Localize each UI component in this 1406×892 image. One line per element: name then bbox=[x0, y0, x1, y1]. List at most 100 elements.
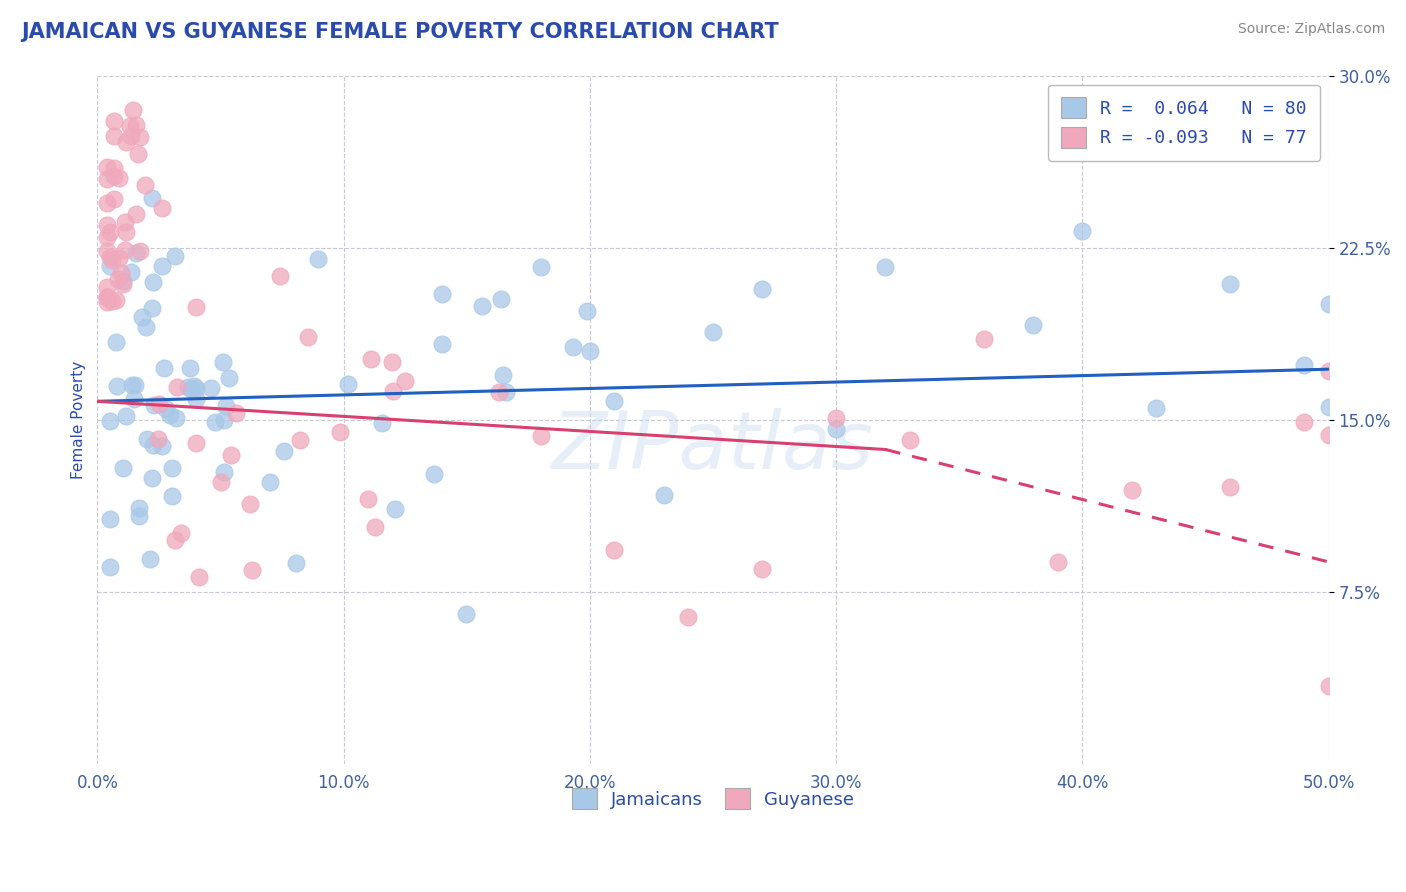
Point bbox=[215, 399, 238, 413]
Point bbox=[214, 465, 236, 479]
Point bbox=[114, 244, 136, 258]
Legend: Jamaicans, Guyanese: Jamaicans, Guyanese bbox=[557, 774, 869, 823]
Point bbox=[575, 304, 598, 318]
Point bbox=[218, 370, 240, 384]
Point bbox=[183, 379, 205, 393]
Point bbox=[139, 552, 162, 566]
Point bbox=[141, 470, 163, 484]
Point bbox=[148, 397, 170, 411]
Point bbox=[1317, 680, 1340, 694]
Point bbox=[103, 192, 125, 206]
Point bbox=[454, 607, 477, 621]
Point bbox=[103, 169, 125, 183]
Point bbox=[118, 119, 141, 133]
Point bbox=[875, 260, 897, 274]
Point bbox=[751, 562, 773, 576]
Point bbox=[394, 374, 416, 388]
Point bbox=[973, 332, 995, 346]
Point bbox=[239, 497, 262, 511]
Point bbox=[430, 336, 453, 351]
Point bbox=[430, 287, 453, 301]
Point bbox=[127, 147, 149, 161]
Point bbox=[166, 380, 188, 394]
Point bbox=[225, 406, 247, 420]
Point bbox=[115, 135, 138, 149]
Point bbox=[1292, 358, 1315, 372]
Point bbox=[96, 279, 118, 293]
Point bbox=[240, 564, 263, 578]
Point bbox=[101, 252, 124, 267]
Point bbox=[125, 118, 148, 132]
Point bbox=[1071, 224, 1094, 238]
Point bbox=[1046, 555, 1069, 569]
Point bbox=[163, 533, 186, 548]
Point bbox=[603, 543, 626, 558]
Point bbox=[107, 271, 129, 285]
Point bbox=[120, 265, 142, 279]
Point bbox=[142, 275, 165, 289]
Point bbox=[678, 610, 700, 624]
Point bbox=[96, 160, 118, 174]
Point bbox=[1121, 483, 1143, 498]
Point bbox=[751, 282, 773, 296]
Point bbox=[150, 201, 173, 215]
Point bbox=[180, 382, 202, 396]
Point bbox=[1292, 416, 1315, 430]
Point bbox=[96, 290, 118, 304]
Point bbox=[96, 290, 118, 304]
Point bbox=[364, 520, 387, 534]
Point bbox=[530, 428, 553, 442]
Point bbox=[652, 488, 675, 502]
Point bbox=[98, 250, 121, 264]
Point bbox=[110, 266, 132, 280]
Point bbox=[150, 260, 173, 274]
Point bbox=[135, 320, 157, 334]
Point bbox=[105, 293, 128, 308]
Point bbox=[160, 489, 183, 503]
Point bbox=[146, 433, 169, 447]
Point bbox=[1219, 480, 1241, 494]
Point bbox=[297, 330, 319, 344]
Point bbox=[103, 161, 125, 175]
Point bbox=[471, 299, 494, 313]
Point bbox=[381, 355, 404, 369]
Point bbox=[165, 411, 187, 425]
Point bbox=[96, 295, 118, 310]
Text: JAMAICAN VS GUYANESE FEMALE POVERTY CORRELATION CHART: JAMAICAN VS GUYANESE FEMALE POVERTY CORR… bbox=[21, 22, 779, 42]
Point bbox=[200, 381, 222, 395]
Point bbox=[219, 448, 242, 462]
Y-axis label: Female Poverty: Female Poverty bbox=[72, 360, 86, 479]
Point bbox=[360, 351, 382, 366]
Point bbox=[1317, 297, 1340, 311]
Point bbox=[108, 170, 131, 185]
Point bbox=[129, 130, 152, 145]
Point bbox=[489, 292, 512, 306]
Point bbox=[105, 378, 128, 392]
Point bbox=[124, 207, 146, 221]
Point bbox=[702, 326, 724, 340]
Point bbox=[105, 334, 128, 349]
Point bbox=[98, 260, 121, 274]
Point bbox=[122, 392, 145, 406]
Point bbox=[128, 501, 150, 516]
Point bbox=[1144, 401, 1167, 416]
Point bbox=[98, 560, 121, 574]
Point bbox=[336, 377, 359, 392]
Point bbox=[150, 439, 173, 453]
Point bbox=[120, 129, 142, 144]
Point bbox=[96, 195, 118, 210]
Point bbox=[384, 502, 406, 516]
Point bbox=[898, 433, 921, 447]
Point bbox=[184, 300, 207, 314]
Point bbox=[128, 508, 150, 523]
Point bbox=[143, 398, 166, 412]
Point bbox=[212, 413, 235, 427]
Point bbox=[141, 191, 163, 205]
Point bbox=[177, 380, 200, 394]
Point bbox=[131, 310, 153, 324]
Point bbox=[155, 402, 177, 417]
Point bbox=[112, 277, 135, 291]
Point bbox=[329, 425, 352, 440]
Point bbox=[1317, 364, 1340, 378]
Point bbox=[159, 408, 181, 422]
